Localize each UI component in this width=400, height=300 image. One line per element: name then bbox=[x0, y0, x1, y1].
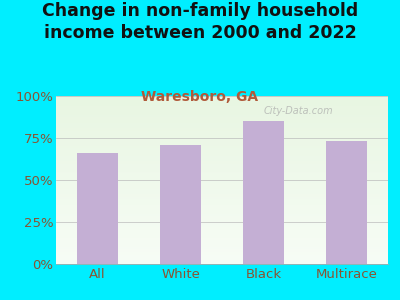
Bar bbox=[326, 141, 367, 264]
Text: City-Data.com: City-Data.com bbox=[264, 106, 333, 116]
Text: Waresboro, GA: Waresboro, GA bbox=[142, 90, 258, 104]
Bar bbox=[243, 121, 284, 264]
Bar bbox=[77, 153, 118, 264]
Bar bbox=[160, 145, 201, 264]
Text: Change in non-family household
income between 2000 and 2022: Change in non-family household income be… bbox=[42, 2, 358, 42]
